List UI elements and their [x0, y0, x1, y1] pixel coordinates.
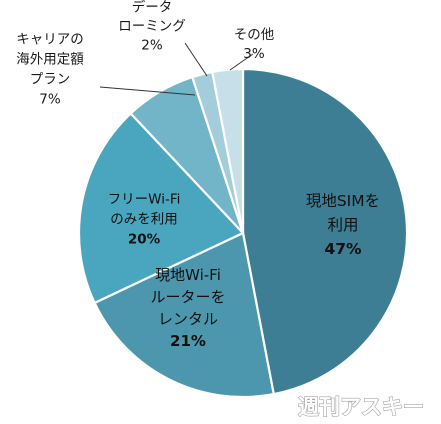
pie-slice-5-leader-line [184, 42, 208, 77]
watermark: 週刊アスキー [298, 395, 424, 419]
pie-slice-4-leader-line [99, 86, 196, 96]
pie-slice-6-leader-line [229, 53, 254, 71]
pie-slice-6-label: その他 [234, 27, 275, 43]
pie-slice-6-wedge [211, 67, 245, 235]
pie-slice-5-label: データローミング [118, 0, 186, 35]
pie-slice-2-wedge [93, 231, 275, 399]
pie-slice-1-value-label: 47% [324, 240, 362, 258]
pie-slice-4-value-label: 7% [39, 92, 61, 108]
pie-slice-3-value-label: 20% [128, 232, 161, 248]
pie-slice-4-label: キャリアの海外用定額プラン [16, 32, 84, 88]
pie-slice-5-value-label: 2% [141, 38, 163, 54]
pie-slice-2-value-label: 21% [170, 332, 206, 350]
pie-slice-6-value-label: 3% [243, 46, 265, 62]
pie-slice-1-wedge [241, 67, 409, 396]
pie-slice-3-wedge [77, 112, 245, 304]
pie-slice-2-label: 現地Wi-Fi ルーターをレンタル [150, 266, 225, 328]
pie-slice-1-label: 現地SIMを利用 [306, 192, 380, 234]
pie-slice-3-label: フリーWi-Fi のみを利用 [108, 192, 181, 228]
